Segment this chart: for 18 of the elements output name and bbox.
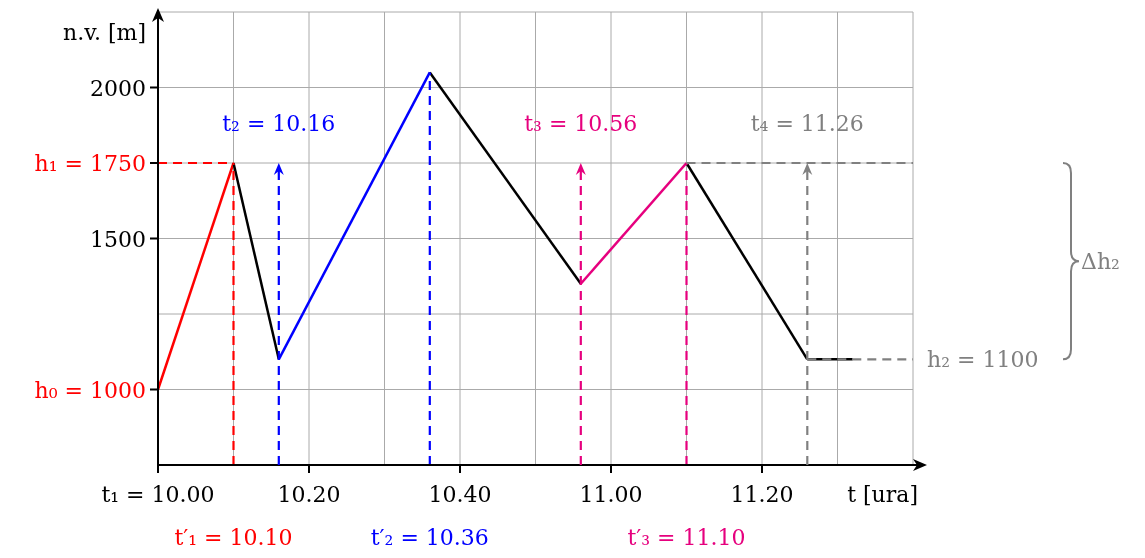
x-axis-title: t [ura] [847, 482, 918, 507]
x-tick-label: 10.40 [428, 482, 492, 507]
text: t′₂ = 10.36 [370, 525, 489, 550]
x-tick-label: t₁ = 10.00 [101, 482, 215, 507]
y-tick-label: 1500 [90, 226, 146, 252]
text: Δh₂ [1081, 249, 1120, 275]
text: h₂ = 1100 [927, 347, 1039, 373]
ref-line-label: t₃ = 10.56 [524, 111, 638, 136]
x-tick-label: 10.20 [277, 482, 341, 507]
y-axis-title: n.v. [m] [63, 20, 146, 45]
ref-line-label: t₂ = 10.16 [222, 111, 336, 136]
x-tick-label: 11.20 [730, 482, 794, 507]
text: t′₃ = 11.10 [627, 525, 746, 550]
y-tick-label: h₀ = 1000 [34, 377, 146, 403]
x-tick-label: 11.00 [579, 482, 643, 507]
text: t′₁ = 10.10 [174, 525, 293, 550]
y-tick-label: h₁ = 1750 [34, 151, 146, 176]
y-tick-label: 2000 [90, 75, 146, 101]
